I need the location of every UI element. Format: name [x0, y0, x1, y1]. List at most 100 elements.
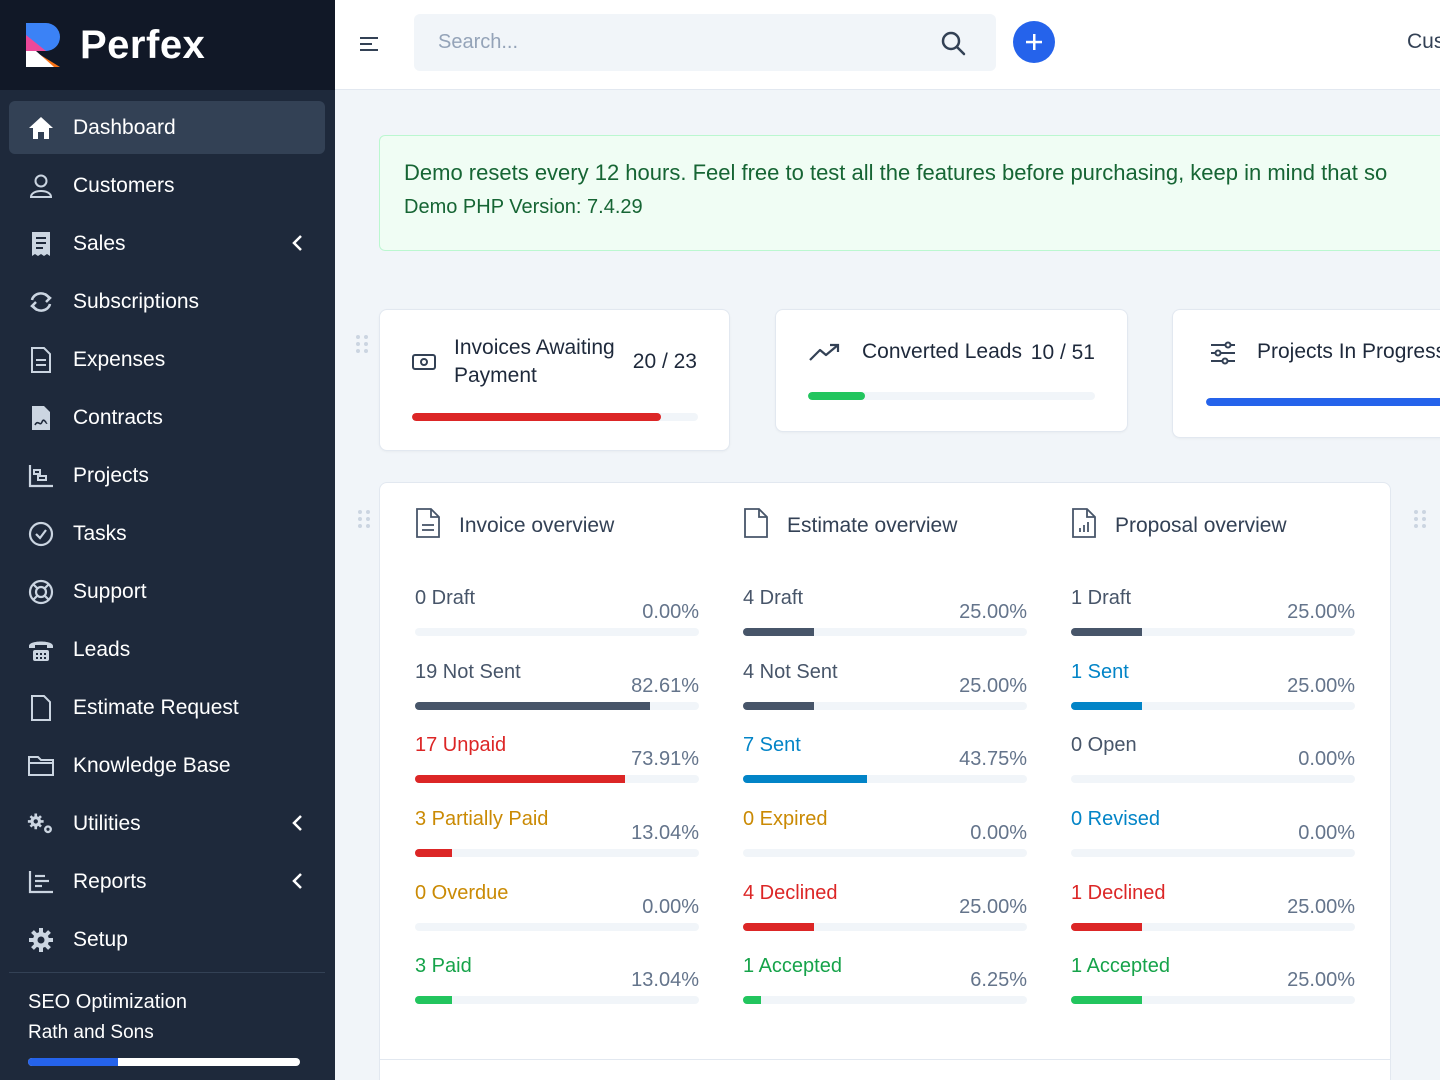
overview-row[interactable]: 1 Declined 25.00%: [1071, 882, 1355, 952]
overview-row-percent: 0.00%: [1298, 822, 1355, 844]
overview-row-progress: [743, 849, 1027, 857]
overview-row[interactable]: 4 Not Sent 25.00%: [743, 661, 1027, 731]
overview-row[interactable]: 3 Paid 13.04%: [415, 955, 699, 1025]
sidebar-project-widget[interactable]: SEO Optimization Rath and Sons: [0, 973, 335, 1066]
overview-row[interactable]: 3 Partially Paid 13.04%: [415, 808, 699, 878]
search-icon[interactable]: [940, 30, 966, 61]
overview-row[interactable]: 0 Open 0.00%: [1071, 734, 1355, 804]
overview-row-label[interactable]: 0 Open: [1071, 734, 1137, 756]
drag-handle-icon[interactable]: [357, 509, 371, 534]
drag-handle-icon[interactable]: [355, 334, 369, 359]
sidebar-item-sales[interactable]: Sales: [9, 217, 325, 270]
overview-row-label[interactable]: 4 Declined: [743, 882, 838, 904]
top-link[interactable]: Cus: [1407, 30, 1440, 53]
overview-header: Invoice overview: [415, 507, 614, 544]
overview-row-label[interactable]: 1 Accepted: [1071, 955, 1170, 977]
stat-progress: [412, 413, 698, 421]
overview-row-progress: [415, 775, 699, 783]
overview-row[interactable]: 0 Expired 0.00%: [743, 808, 1027, 878]
overview-row-progress-fill: [415, 996, 453, 1004]
sidebar-item-contracts[interactable]: Contracts: [9, 391, 325, 444]
overview-row-progress-fill: [415, 849, 453, 857]
overview-row-label[interactable]: 0 Revised: [1071, 808, 1160, 830]
stat-progress: [808, 392, 1095, 400]
stat-label: Projects In Progress: [1257, 340, 1440, 363]
overview-row[interactable]: 0 Revised 0.00%: [1071, 808, 1355, 878]
chevron-left-icon[interactable]: [291, 814, 303, 838]
overview-title: Estimate overview: [787, 513, 958, 537]
cogs-icon: [27, 810, 55, 838]
stat-card-converted-leads[interactable]: Converted Leads 10 / 51: [775, 309, 1128, 432]
overview-row-progress-fill: [415, 775, 625, 783]
overview-row-label[interactable]: 1 Draft: [1071, 587, 1132, 609]
sidebar-item-knowledge-base[interactable]: Knowledge Base: [9, 739, 325, 792]
overview-row-label[interactable]: 17 Unpaid: [415, 734, 507, 756]
overview-title: Invoice overview: [459, 513, 615, 537]
stat-card-invoices-awaiting[interactable]: Invoices Awaiting Payment 20 / 23: [379, 309, 730, 451]
stat-card-projects-in-progress[interactable]: Projects In Progress: [1172, 309, 1440, 438]
sidebar-item-label: Utilities: [73, 811, 141, 835]
overview-row[interactable]: 19 Not Sent 82.61%: [415, 661, 699, 731]
sidebar-item-support[interactable]: Support: [9, 565, 325, 618]
overview-title: Proposal overview: [1115, 513, 1287, 537]
overview-row-label[interactable]: 7 Sent: [743, 734, 801, 756]
sidebar-item-projects[interactable]: Projects: [9, 449, 325, 502]
chevron-left-icon[interactable]: [291, 872, 303, 896]
perfex-logo-icon: [26, 23, 60, 67]
overview-row[interactable]: 1 Accepted 6.25%: [743, 955, 1027, 1025]
topbar: Cus: [335, 0, 1440, 90]
sidebar-item-leads[interactable]: Leads: [9, 623, 325, 676]
search-input[interactable]: [414, 14, 996, 71]
sidebar-item-label: Knowledge Base: [73, 753, 231, 777]
sidebar-project-title: SEO Optimization: [28, 991, 187, 1013]
sidebar-item-utilities[interactable]: Utilities: [9, 797, 325, 850]
overview-row[interactable]: 7 Sent 43.75%: [743, 734, 1027, 804]
overview-row[interactable]: 0 Draft 0.00%: [415, 587, 699, 657]
quick-create-button[interactable]: [1013, 21, 1055, 63]
drag-handle-icon[interactable]: [1413, 509, 1427, 534]
overview-row-label[interactable]: 4 Not Sent: [743, 661, 838, 683]
overview-row-label[interactable]: 1 Accepted: [743, 955, 842, 977]
overview-row[interactable]: 4 Draft 25.00%: [743, 587, 1027, 657]
sidebar-item-tasks[interactable]: Tasks: [9, 507, 325, 560]
menu-toggle-icon[interactable]: [359, 34, 379, 59]
chevron-left-icon[interactable]: [291, 234, 303, 258]
receipt-icon: [27, 230, 55, 258]
demo-alert: Demo resets every 12 hours. Feel free to…: [379, 135, 1440, 251]
sidebar-item-dashboard[interactable]: Dashboard: [9, 101, 325, 154]
overview-row-label[interactable]: 3 Paid: [415, 955, 472, 977]
stat-value: 20 / 23: [632, 350, 697, 373]
overview-row-percent: 13.04%: [631, 969, 699, 991]
overview-row-percent: 25.00%: [1287, 896, 1355, 918]
sidebar-item-reports[interactable]: Reports: [9, 855, 325, 908]
sidebar-item-customers[interactable]: Customers: [9, 159, 325, 212]
overview-row-progress: [1071, 702, 1355, 710]
overview-row[interactable]: 4 Declined 25.00%: [743, 882, 1027, 952]
overview-row-progress-fill: [415, 702, 650, 710]
overview-row-label[interactable]: 4 Draft: [743, 587, 804, 609]
overview-row[interactable]: 1 Sent 25.00%: [1071, 661, 1355, 731]
overview-row-label[interactable]: 19 Not Sent: [415, 661, 521, 683]
overview-row-progress: [415, 628, 699, 636]
overview-row[interactable]: 17 Unpaid 73.91%: [415, 734, 699, 804]
overview-row-label[interactable]: 0 Expired: [743, 808, 828, 830]
brand[interactable]: Perfex: [0, 0, 335, 90]
sidebar-item-estimate-request[interactable]: Estimate Request: [9, 681, 325, 734]
sidebar-item-label: Expenses: [73, 347, 166, 371]
overview-row-label[interactable]: 0 Draft: [415, 587, 476, 609]
overview-row[interactable]: 1 Accepted 25.00%: [1071, 955, 1355, 1025]
main-content: Demo resets every 12 hours. Feel free to…: [335, 91, 1440, 1080]
sidebar-item-setup[interactable]: Setup: [9, 913, 325, 966]
overview-row-label[interactable]: 1 Declined: [1071, 882, 1166, 904]
overview-row-progress: [743, 996, 1027, 1004]
overview-row-label[interactable]: 3 Partially Paid: [415, 808, 549, 830]
overview-row-label[interactable]: 1 Sent: [1071, 661, 1129, 683]
sidebar-item-expenses[interactable]: Expenses: [9, 333, 325, 386]
contract-icon: [27, 404, 55, 432]
overview-row[interactable]: 1 Draft 25.00%: [1071, 587, 1355, 657]
overview-row-label[interactable]: 0 Overdue: [415, 882, 509, 904]
overview-row[interactable]: 0 Overdue 0.00%: [415, 882, 699, 952]
overview-row-percent: 0.00%: [970, 822, 1027, 844]
sidebar-item-subscriptions[interactable]: Subscriptions: [9, 275, 325, 328]
overview-row-percent: 43.75%: [959, 748, 1027, 770]
